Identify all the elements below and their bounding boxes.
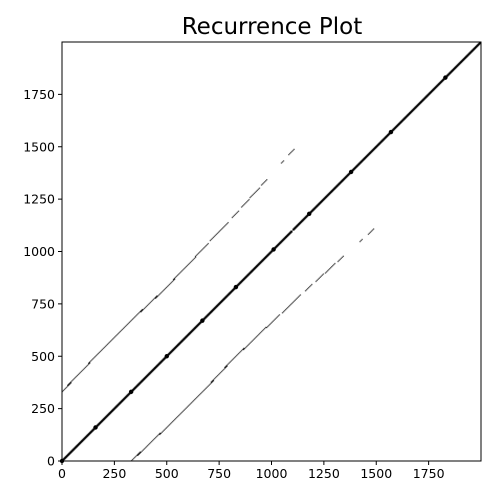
x-tick-label-500: 500 [155, 466, 179, 481]
y-tick-label-500: 500 [31, 349, 55, 364]
x-tick-label-1250: 1250 [308, 466, 340, 481]
plot-area [59, 42, 481, 464]
x-tick-label-0: 0 [58, 466, 66, 481]
x-tick-label-1500: 1500 [360, 466, 392, 481]
y-tick-label-0: 0 [47, 454, 55, 469]
y-axis: 0 250 500 750 1000 1250 1500 1750 [23, 87, 62, 469]
x-tick-label-750: 750 [207, 466, 231, 481]
chart-title: Recurrence Plot [182, 14, 363, 40]
y-tick-label-750: 750 [31, 296, 55, 311]
recurrence-cross-point-9 [388, 129, 394, 135]
recurrence-cross-point-5 [233, 284, 239, 290]
x-axis: 0 250 500 750 1000 1250 1500 1750 [58, 461, 445, 481]
recurrence-cross-point-1 [93, 425, 98, 430]
x-tick-label-1000: 1000 [256, 466, 288, 481]
x-tick-label-250: 250 [102, 466, 126, 481]
recurrence-cross-point-8 [348, 169, 354, 175]
y-tick-label-1750: 1750 [23, 87, 55, 102]
recurrence-cross-point-2 [128, 389, 134, 395]
y-tick-label-250: 250 [31, 401, 55, 416]
x-tick-label-1750: 1750 [413, 466, 445, 481]
y-tick-label-1250: 1250 [23, 192, 55, 207]
recurrence-cross-point-3 [164, 354, 169, 359]
recurrence-cross-point-4 [200, 318, 205, 323]
recurrence-matrix-image [62, 42, 481, 461]
y-tick-label-1500: 1500 [23, 139, 55, 154]
y-tick-label-1000: 1000 [23, 244, 55, 259]
recurrence-cross-point-7 [307, 211, 312, 216]
recurrence-cross-point-10 [443, 75, 448, 80]
recurrence-cross-point-6 [271, 247, 276, 252]
